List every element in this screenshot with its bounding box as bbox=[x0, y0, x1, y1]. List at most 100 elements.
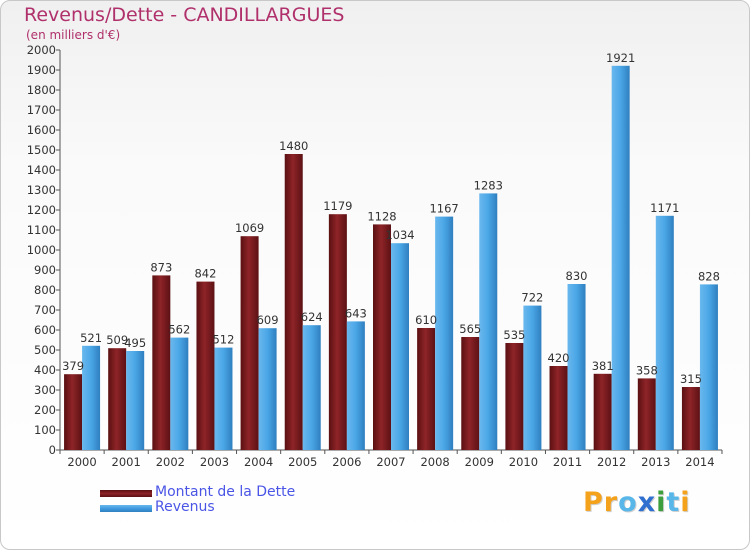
x-tick-label: 2001 bbox=[112, 455, 141, 469]
debt-bar-label: 509 bbox=[106, 333, 128, 347]
revenue-bar bbox=[346, 321, 365, 450]
y-tick-label: 900 bbox=[34, 263, 56, 277]
y-tick-label: 300 bbox=[34, 383, 56, 397]
y-tick-label: 0 bbox=[49, 443, 56, 457]
x-tick-label: 2012 bbox=[597, 455, 626, 469]
revenue-bar-label: 562 bbox=[168, 323, 190, 337]
y-tick-label: 400 bbox=[34, 363, 56, 377]
revenue-bar-label: 828 bbox=[698, 269, 720, 283]
y-tick-label: 2000 bbox=[27, 43, 56, 57]
debt-bar bbox=[284, 154, 303, 450]
proxiti-logo: Proxiti bbox=[583, 487, 691, 518]
x-tick-label: 2009 bbox=[465, 455, 494, 469]
debt-bar bbox=[64, 374, 83, 450]
revenue-bar-label: 830 bbox=[566, 269, 588, 283]
revenue-bar bbox=[391, 243, 409, 450]
revenue-bar bbox=[214, 347, 233, 450]
debt-bar bbox=[681, 387, 700, 450]
y-tick-label: 1800 bbox=[27, 83, 56, 97]
debt-bar bbox=[152, 275, 171, 450]
debt-bar-label: 1128 bbox=[367, 209, 396, 223]
legend-label-revenue: Revenus bbox=[155, 499, 215, 515]
bars bbox=[64, 65, 718, 451]
debt-bar-label: 1069 bbox=[235, 221, 264, 235]
chart-subtitle: (en milliers d'€) bbox=[26, 28, 121, 42]
y-tick-label: 600 bbox=[34, 323, 56, 337]
x-tick-label: 2004 bbox=[244, 455, 273, 469]
debt-bar bbox=[461, 337, 480, 450]
revenue-bar bbox=[611, 65, 630, 451]
debt-bar-label: 315 bbox=[680, 372, 702, 386]
revenue-bar-label: 1921 bbox=[606, 51, 635, 65]
revenue-bar bbox=[567, 284, 586, 450]
revenue-bar-label: 609 bbox=[257, 313, 279, 327]
debt-bar bbox=[108, 348, 127, 450]
x-tick-label: 2006 bbox=[332, 455, 361, 469]
y-tick-label: 1900 bbox=[27, 63, 56, 77]
debt-bar-label: 1179 bbox=[323, 199, 352, 213]
revenue-bar bbox=[479, 193, 498, 450]
y-tick-label: 1300 bbox=[27, 183, 56, 197]
revenue-bar-label: 1283 bbox=[474, 178, 503, 192]
axes: 0 100 200 300 400 500 600 700 800 900 1000 1100 1200… bbox=[27, 43, 723, 469]
debt-bar bbox=[505, 343, 524, 450]
debt-bar-label: 610 bbox=[415, 313, 437, 327]
revenue-bar-label: 1034 bbox=[385, 228, 414, 242]
revenue-bar-label: 722 bbox=[521, 291, 543, 305]
x-tick-label: 2014 bbox=[685, 455, 714, 469]
revenue-bar bbox=[302, 325, 321, 450]
y-tick-label: 1100 bbox=[27, 223, 56, 237]
y-tick-label: 700 bbox=[34, 303, 56, 317]
x-tick-label: 2007 bbox=[376, 455, 405, 469]
x-tick-label: 2005 bbox=[288, 455, 317, 469]
revenue-bar-label: 624 bbox=[301, 310, 323, 324]
y-tick-label: 800 bbox=[34, 283, 56, 297]
y-tick-label: 200 bbox=[34, 403, 56, 417]
y-tick-label: 500 bbox=[34, 343, 56, 357]
debt-bar-label: 379 bbox=[62, 359, 84, 373]
debt-bar bbox=[593, 373, 612, 450]
x-tick-label: 2003 bbox=[200, 455, 229, 469]
debt-bar-label: 381 bbox=[592, 359, 614, 373]
debt-bar-label: 358 bbox=[636, 363, 658, 377]
debt-bar bbox=[637, 378, 656, 450]
debt-bar-label: 842 bbox=[194, 267, 216, 281]
debt-bar bbox=[549, 366, 568, 450]
chart-title: Revenus/Dette - CANDILLARGUES bbox=[24, 4, 345, 26]
debt-bar bbox=[328, 214, 347, 450]
revenue-bar bbox=[258, 328, 277, 450]
revenue-bar bbox=[126, 351, 145, 450]
debt-bar-label: 873 bbox=[150, 260, 172, 274]
revenue-bar-label: 1167 bbox=[429, 202, 458, 216]
debt-bar bbox=[240, 236, 259, 450]
debt-bar-label: 535 bbox=[503, 328, 525, 342]
revenue-bar-label: 512 bbox=[212, 333, 234, 347]
revenue-bar bbox=[82, 345, 101, 450]
debt-bar-label: 420 bbox=[548, 351, 570, 365]
debt-bar-label: 565 bbox=[459, 322, 481, 336]
revenue-bar bbox=[435, 216, 454, 450]
x-tick-label: 2008 bbox=[420, 455, 449, 469]
y-tick-label: 1700 bbox=[27, 103, 56, 117]
revenue-bar bbox=[170, 337, 189, 450]
x-tick-label: 2002 bbox=[156, 455, 185, 469]
legend-label-debt: Montant de la Dette bbox=[155, 484, 296, 500]
revenue-bar bbox=[655, 215, 674, 450]
x-tick-label: 2010 bbox=[509, 455, 538, 469]
revenue-bar-label: 495 bbox=[124, 336, 146, 350]
revenue-bar-label: 643 bbox=[345, 306, 367, 320]
y-tick-label: 1200 bbox=[27, 203, 56, 217]
debt-bar bbox=[373, 224, 391, 450]
revenue-bar bbox=[699, 284, 718, 450]
debt-bar-label: 1480 bbox=[279, 139, 308, 153]
y-tick-label: 1400 bbox=[27, 163, 56, 177]
debt-bar bbox=[417, 328, 436, 450]
x-tick-label: 2013 bbox=[641, 455, 670, 469]
debt-bar bbox=[196, 281, 215, 450]
revenue-bar bbox=[523, 305, 542, 450]
x-tick-label: 2011 bbox=[553, 455, 582, 469]
legend-swatch-debt bbox=[100, 490, 152, 497]
y-tick-label: 1500 bbox=[27, 143, 56, 157]
